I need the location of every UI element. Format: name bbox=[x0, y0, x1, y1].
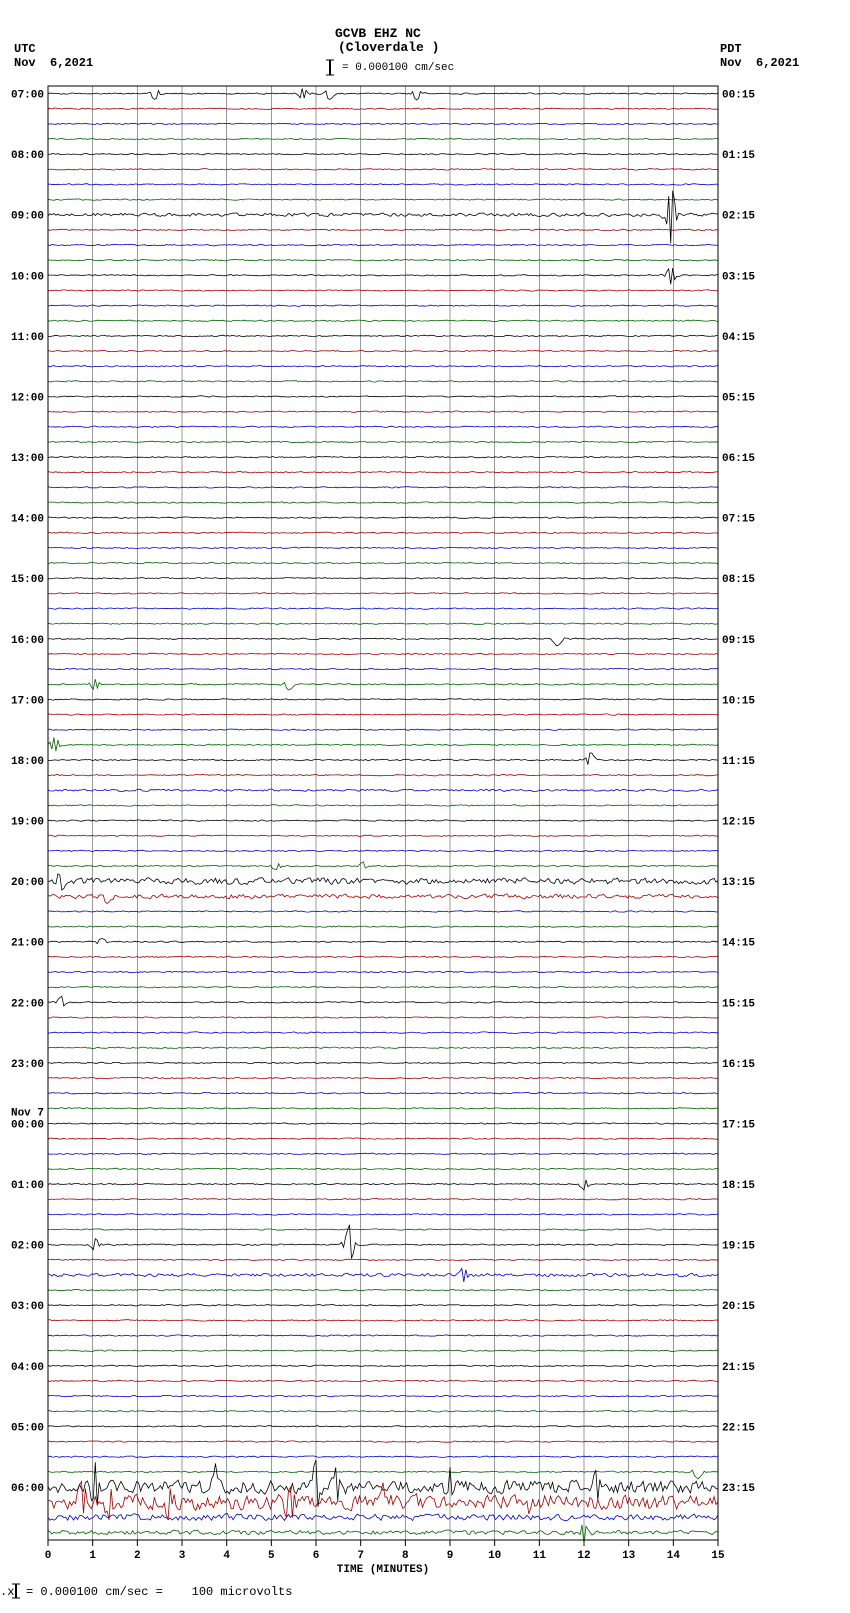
right-time-label: 00:15 bbox=[722, 90, 755, 102]
right-time-label: 08:15 bbox=[722, 574, 755, 586]
right-time-label: 02:15 bbox=[722, 211, 755, 223]
left-time-label: 05:00 bbox=[11, 1422, 44, 1434]
x-tick-label: 15 bbox=[711, 1550, 725, 1562]
right-time-label: 07:15 bbox=[722, 514, 755, 526]
right-time-label: 22:15 bbox=[722, 1422, 755, 1434]
right-time-label: 11:15 bbox=[722, 756, 755, 768]
x-tick-label: 3 bbox=[179, 1550, 186, 1562]
right-time-label: 23:15 bbox=[722, 1483, 755, 1495]
plot-area: 0123456789101112131415TIME (MINUTES)07:0… bbox=[11, 86, 755, 1576]
left-time-label: 17:00 bbox=[11, 695, 44, 707]
right-time-label: 20:15 bbox=[722, 1301, 755, 1313]
left-time-label: 00:00 bbox=[11, 1119, 44, 1131]
footer-clip-char: .x bbox=[0, 1585, 14, 1599]
right-time-label: 04:15 bbox=[722, 332, 755, 344]
left-time-label: 04:00 bbox=[11, 1362, 44, 1374]
right-time-label: 13:15 bbox=[722, 877, 755, 889]
right-time-label: 17:15 bbox=[722, 1119, 755, 1131]
left-time-label: 02:00 bbox=[11, 1241, 44, 1253]
right-time-label: 01:15 bbox=[722, 150, 755, 162]
right-time-label: 05:15 bbox=[722, 392, 755, 404]
right-time-label: 21:15 bbox=[722, 1362, 755, 1374]
right-time-label: 03:15 bbox=[722, 271, 755, 283]
x-tick-label: 9 bbox=[447, 1550, 454, 1562]
left-time-label: 08:00 bbox=[11, 150, 44, 162]
right-time-label: 15:15 bbox=[722, 998, 755, 1010]
left-time-label: 07:00 bbox=[11, 90, 44, 102]
right-time-label: 16:15 bbox=[722, 1059, 755, 1071]
right-time-label: 18:15 bbox=[722, 1180, 755, 1192]
left-time-label: 03:00 bbox=[11, 1301, 44, 1313]
x-tick-label: 10 bbox=[488, 1550, 501, 1562]
x-tick-label: 6 bbox=[313, 1550, 320, 1562]
x-tick-label: 7 bbox=[357, 1550, 364, 1562]
left-time-label: 09:00 bbox=[11, 211, 44, 223]
left-time-label: 06:00 bbox=[11, 1483, 44, 1495]
left-time-label: 23:00 bbox=[11, 1059, 44, 1071]
left-time-label: Nov 7 bbox=[11, 1107, 44, 1119]
x-tick-label: 5 bbox=[268, 1550, 275, 1562]
x-tick-label: 2 bbox=[134, 1550, 141, 1562]
left-time-label: 01:00 bbox=[11, 1180, 44, 1192]
right-time-label: 12:15 bbox=[722, 817, 755, 829]
left-time-label: 20:00 bbox=[11, 877, 44, 889]
plot-svg: 0123456789101112131415TIME (MINUTES)07:0… bbox=[0, 0, 850, 1613]
left-time-label: 12:00 bbox=[11, 392, 44, 404]
x-tick-label: 1 bbox=[89, 1550, 96, 1562]
footer-scale-text: = 0.000100 cm/sec = 100 microvolts bbox=[26, 1585, 292, 1599]
x-tick-label: 0 bbox=[45, 1550, 52, 1562]
x-tick-label: 11 bbox=[533, 1550, 547, 1562]
left-time-label: 19:00 bbox=[11, 817, 44, 829]
left-time-label: 14:00 bbox=[11, 514, 44, 526]
right-time-label: 14:15 bbox=[722, 938, 755, 950]
left-time-label: 18:00 bbox=[11, 756, 44, 768]
right-time-label: 10:15 bbox=[722, 695, 755, 707]
x-tick-label: 8 bbox=[402, 1550, 409, 1562]
x-tick-label: 4 bbox=[223, 1550, 230, 1562]
seismogram-chart: GCVB EHZ NC (Cloverdale ) UTC Nov 6,2021… bbox=[0, 0, 850, 1613]
left-time-label: 11:00 bbox=[11, 332, 44, 344]
scale-text: = 0.000100 cm/sec bbox=[342, 62, 454, 75]
right-time-label: 09:15 bbox=[722, 635, 755, 647]
right-time-label: 06:15 bbox=[722, 453, 755, 465]
x-axis-label: TIME (MINUTES) bbox=[337, 1564, 429, 1576]
scale-bar-icon bbox=[326, 60, 334, 75]
right-time-label: 19:15 bbox=[722, 1241, 755, 1253]
x-tick-label: 13 bbox=[622, 1550, 636, 1562]
x-tick-label: 14 bbox=[667, 1550, 681, 1562]
left-time-label: 15:00 bbox=[11, 574, 44, 586]
x-tick-label: 12 bbox=[577, 1550, 590, 1562]
left-time-label: 10:00 bbox=[11, 271, 44, 283]
left-time-label: 22:00 bbox=[11, 998, 44, 1010]
left-time-label: 21:00 bbox=[11, 938, 44, 950]
left-time-label: 13:00 bbox=[11, 453, 44, 465]
left-time-label: 16:00 bbox=[11, 635, 44, 647]
